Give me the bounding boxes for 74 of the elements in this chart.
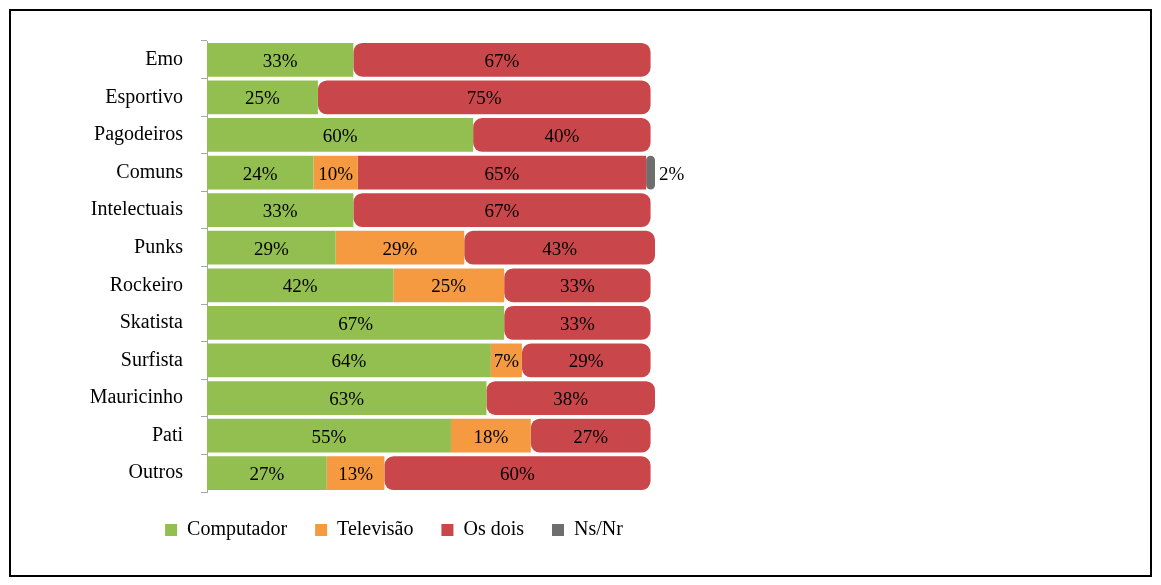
data-label: 60% xyxy=(322,124,358,146)
data-label: 24% xyxy=(242,162,278,184)
y-tick-label: Emo xyxy=(145,47,183,70)
bar xyxy=(504,305,651,340)
data-label: 75% xyxy=(466,87,502,109)
bar xyxy=(473,118,651,152)
y-tick-label: Pagodeiros xyxy=(94,122,184,146)
data-label: 67% xyxy=(484,49,520,71)
bar xyxy=(207,80,318,115)
y-tick-label: Punks xyxy=(134,234,184,257)
bar xyxy=(207,418,451,453)
data-label: 29% xyxy=(382,237,418,259)
data-label: 7% xyxy=(493,350,520,372)
bar xyxy=(207,193,354,228)
data-label: 25% xyxy=(245,87,281,109)
bar xyxy=(464,230,655,265)
data-label: 65% xyxy=(484,162,520,184)
bar xyxy=(486,381,655,415)
y-tick-label: Outros xyxy=(128,460,184,483)
bar xyxy=(335,230,465,265)
bar xyxy=(393,268,505,303)
bar xyxy=(353,193,651,228)
y-tick-label: Comuns xyxy=(116,159,184,182)
data-label: 33% xyxy=(559,275,595,297)
bar xyxy=(207,456,327,491)
data-label: 10% xyxy=(318,162,354,184)
bar xyxy=(530,418,651,453)
data-label: 67% xyxy=(484,200,520,222)
data-label: 43% xyxy=(542,237,578,259)
bar xyxy=(207,305,505,340)
data-label: 27% xyxy=(249,463,285,485)
data-label: 60% xyxy=(500,463,536,485)
data-label: 55% xyxy=(311,425,347,447)
data-label: 25% xyxy=(431,275,467,297)
y-tick-label: Intelectuais xyxy=(90,197,184,220)
bar xyxy=(384,456,651,491)
bar xyxy=(207,155,314,190)
y-tick-label: Surfista xyxy=(120,347,184,370)
data-label: 29% xyxy=(568,350,604,372)
data-label: 42% xyxy=(282,275,318,297)
data-label: 13% xyxy=(338,463,374,485)
bar xyxy=(357,155,647,190)
legend-label: Ns/Nr xyxy=(574,517,624,540)
bar xyxy=(207,381,487,415)
bar xyxy=(207,42,354,77)
y-tick-label: Esportivo xyxy=(105,84,183,108)
bar xyxy=(353,42,651,77)
y-tick-label: Mauricinho xyxy=(89,385,183,408)
legend-label: Televisão xyxy=(337,517,414,540)
data-label: 63% xyxy=(329,388,365,410)
bar xyxy=(504,268,651,303)
data-label: 29% xyxy=(253,237,289,259)
legend-label: Os dois xyxy=(463,517,525,540)
bar xyxy=(450,418,531,453)
legend-label: Computador xyxy=(187,517,288,541)
bar xyxy=(317,80,651,115)
bar xyxy=(521,343,651,378)
data-label: 18% xyxy=(473,425,509,447)
data-label: 27% xyxy=(573,425,609,447)
y-tick-label: Rockeiro xyxy=(109,272,183,295)
data-label: 38% xyxy=(553,388,589,410)
data-label: 33% xyxy=(559,312,595,334)
bar xyxy=(207,268,394,303)
bar xyxy=(207,343,491,378)
data-label: 33% xyxy=(262,49,298,71)
y-tick-label: Pati xyxy=(151,422,184,445)
y-tick-label: Skatista xyxy=(119,310,184,333)
data-label: 33% xyxy=(262,200,298,222)
data-label: 40% xyxy=(544,124,580,146)
data-label: 64% xyxy=(331,350,367,372)
bar xyxy=(207,118,474,152)
bar xyxy=(207,230,336,265)
data-label: 67% xyxy=(338,312,374,334)
data-label: 2% xyxy=(659,162,685,184)
